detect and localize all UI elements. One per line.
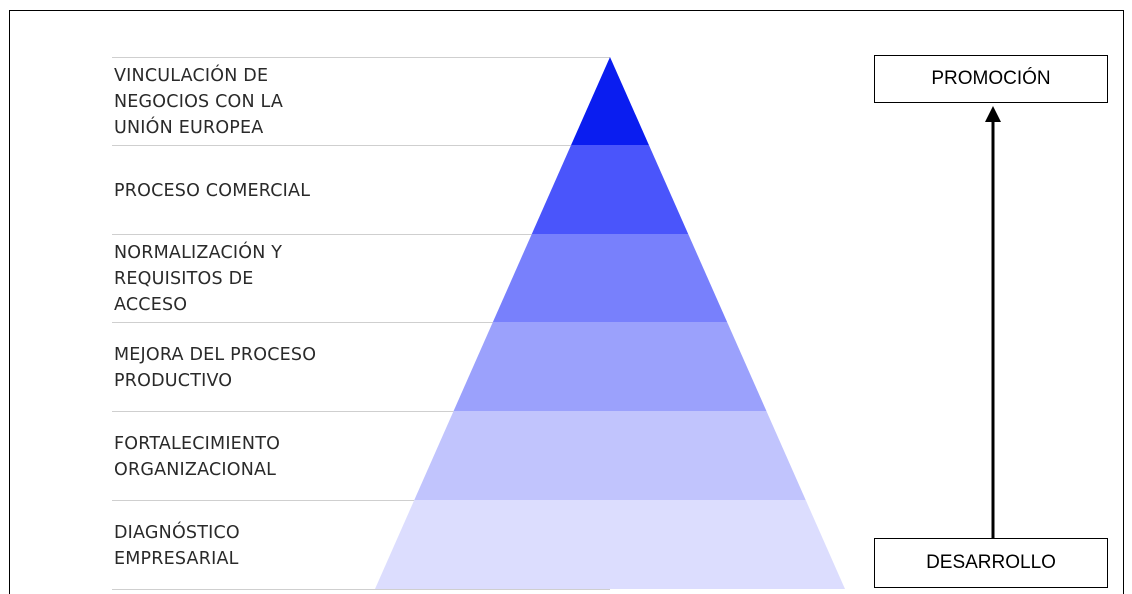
- level-label-organizational: FORTALECIMIENTO ORGANIZACIONAL: [114, 434, 281, 480]
- development-label: DESARROLLO: [926, 552, 1056, 573]
- promotion-box: PROMOCIÓN: [874, 55, 1108, 103]
- frame-top-border: [9, 10, 1124, 11]
- level-label-normalization: NORMALIZACIÓN Y REQUISITOS DE ACCESO: [114, 243, 283, 315]
- level-separator: [112, 57, 610, 58]
- frame-left-border: [9, 10, 10, 594]
- level-separator: [112, 145, 610, 146]
- level-separator: [112, 589, 610, 590]
- up-arrow-icon: [985, 106, 1001, 538]
- level-label-productive-process: MEJORA DEL PROCESO PRODUCTIVO: [114, 345, 317, 391]
- level-separator: [112, 234, 610, 235]
- level-separator: [112, 322, 610, 323]
- promotion-label: PROMOCIÓN: [931, 68, 1051, 89]
- development-box: DESARROLLO: [874, 538, 1108, 588]
- level-label-commercial-process: PROCESO COMERCIAL: [114, 181, 311, 201]
- pyramid-tier-2: [531, 145, 689, 234]
- level-label-eu-linkage: VINCULACIÓN DE NEGOCIOS CON LA UNIÓN EUR…: [114, 66, 284, 138]
- level-label-diagnostic: DIAGNÓSTICO EMPRESARIAL: [114, 523, 240, 569]
- pyramid-tier-6: [375, 500, 845, 589]
- pyramid-tier-1: [571, 57, 649, 145]
- level-separator: [112, 500, 610, 501]
- pyramid-tier-4: [453, 322, 767, 411]
- frame-right-border: [1123, 10, 1124, 594]
- pyramid-tier-5: [414, 411, 806, 500]
- pyramid-tier-3: [492, 234, 728, 322]
- level-separator: [112, 411, 610, 412]
